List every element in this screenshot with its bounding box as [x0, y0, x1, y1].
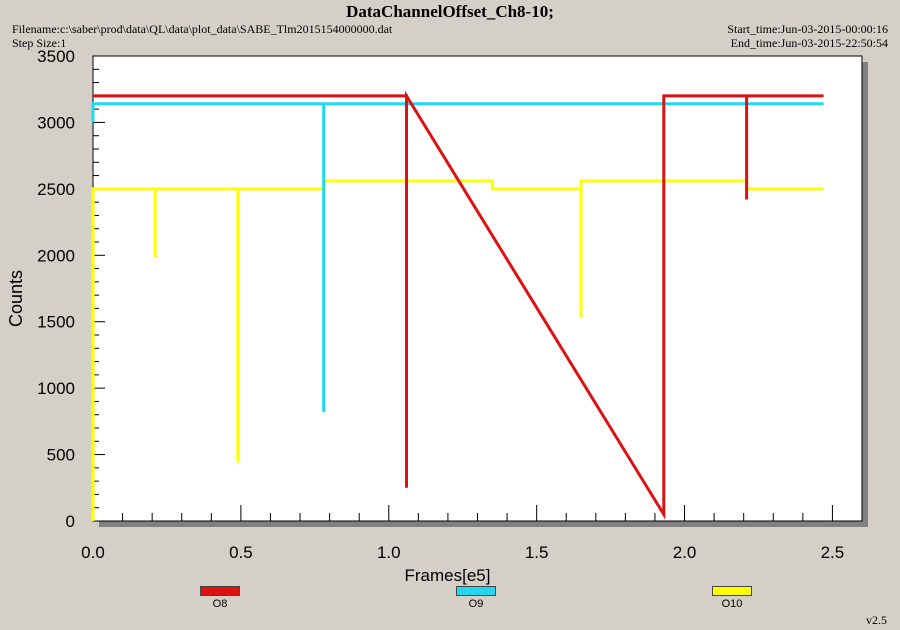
- x-tick-label: 2.5: [821, 543, 845, 562]
- y-tick-label: 3500: [37, 47, 75, 66]
- legend-item-o9: O9: [446, 586, 506, 610]
- end-time-label: End_time:Jun-03-2015-22:50:54: [730, 36, 888, 50]
- filename-label: Filename:c:\saber\prod\data\QL\data\plot…: [12, 22, 393, 36]
- start-time-label: Start_time:Jun-03-2015-00:00:16: [727, 22, 888, 36]
- plot-area: [92, 55, 863, 522]
- version-label: v2.5: [866, 613, 887, 627]
- y-tick-label: 3000: [37, 113, 75, 132]
- legend-item-o10: O10: [702, 586, 762, 610]
- legend-label-o9: O9: [468, 598, 484, 610]
- legend-swatch-o8: [200, 586, 240, 596]
- y-axis-label: Counts: [6, 270, 26, 327]
- x-tick-label: 1.5: [525, 543, 549, 562]
- step-size-label: Step Size:1: [12, 36, 67, 50]
- y-tick-label: 2500: [37, 180, 75, 199]
- legend-swatch-o10: [712, 586, 752, 596]
- legend-swatch-o9: [456, 586, 496, 596]
- series-line-o8: [93, 90, 824, 520]
- legend-item-o8: O8: [190, 586, 250, 610]
- chart-title: DataChannelOffset_Ch8-10;: [346, 2, 554, 21]
- x-tick-label: 0.5: [229, 543, 253, 562]
- legend-label-o10: O10: [721, 598, 743, 610]
- x-tick-label: 2.0: [673, 543, 697, 562]
- y-tick-label: 2000: [37, 246, 75, 265]
- x-tick-label: 0.0: [81, 543, 105, 562]
- y-tick-label: 1500: [37, 313, 75, 332]
- x-tick-label: 1.0: [377, 543, 401, 562]
- y-tick-label: 500: [47, 446, 75, 465]
- x-axis-label: Frames[e5]: [405, 566, 491, 585]
- legend-label-o8: O8: [212, 598, 228, 610]
- y-tick-label: 0: [66, 512, 75, 531]
- y-tick-label: 1000: [37, 379, 75, 398]
